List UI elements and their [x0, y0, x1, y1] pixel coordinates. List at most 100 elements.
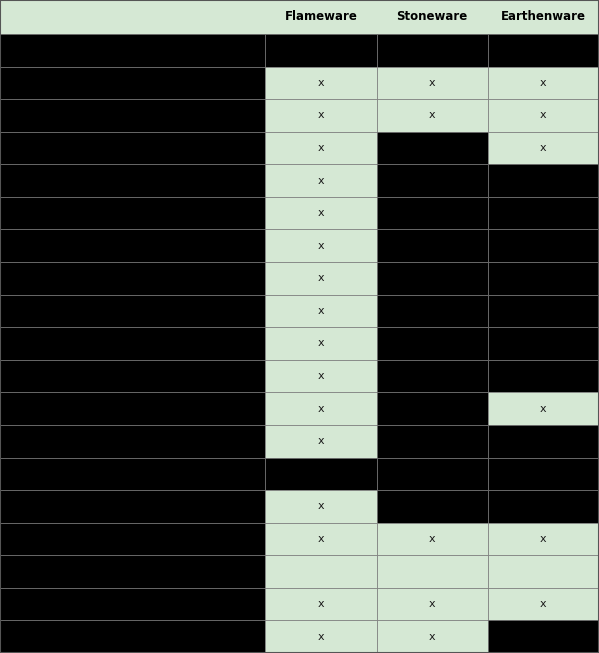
- Text: x: x: [317, 371, 324, 381]
- Bar: [377, 34, 488, 67]
- Bar: [488, 197, 599, 229]
- Text: x: x: [540, 110, 547, 120]
- Bar: [488, 392, 599, 425]
- Text: x: x: [540, 78, 547, 88]
- Bar: [265, 262, 377, 295]
- Bar: [0, 67, 265, 99]
- Bar: [377, 327, 488, 360]
- Bar: [377, 262, 488, 295]
- Text: x: x: [317, 306, 324, 316]
- Bar: [265, 327, 377, 360]
- Bar: [265, 458, 377, 490]
- Bar: [0, 99, 265, 132]
- Bar: [0, 262, 265, 295]
- Bar: [377, 392, 488, 425]
- Text: x: x: [317, 78, 324, 88]
- Bar: [0, 165, 265, 197]
- Text: x: x: [317, 534, 324, 544]
- Bar: [0, 620, 265, 653]
- Bar: [0, 360, 265, 392]
- Bar: [488, 620, 599, 653]
- Bar: [265, 588, 377, 620]
- Text: x: x: [429, 78, 435, 88]
- Bar: [265, 392, 377, 425]
- Text: x: x: [317, 208, 324, 218]
- Text: x: x: [317, 274, 324, 283]
- Bar: [377, 99, 488, 132]
- Bar: [488, 229, 599, 262]
- Bar: [488, 458, 599, 490]
- Bar: [265, 165, 377, 197]
- Bar: [0, 588, 265, 620]
- Bar: [377, 425, 488, 458]
- Bar: [0, 229, 265, 262]
- Text: x: x: [540, 534, 547, 544]
- Bar: [377, 490, 488, 522]
- Bar: [265, 295, 377, 327]
- Text: x: x: [540, 143, 547, 153]
- Bar: [0, 555, 265, 588]
- Bar: [265, 229, 377, 262]
- Bar: [265, 555, 377, 588]
- Text: x: x: [317, 404, 324, 413]
- Bar: [265, 132, 377, 165]
- Bar: [0, 425, 265, 458]
- Bar: [377, 197, 488, 229]
- Bar: [377, 165, 488, 197]
- Bar: [488, 67, 599, 99]
- Text: x: x: [317, 110, 324, 120]
- Text: Earthenware: Earthenware: [501, 10, 586, 24]
- Bar: [488, 360, 599, 392]
- Bar: [488, 490, 599, 522]
- Bar: [377, 132, 488, 165]
- Bar: [488, 99, 599, 132]
- Bar: [0, 295, 265, 327]
- Bar: [377, 588, 488, 620]
- Bar: [265, 197, 377, 229]
- Text: x: x: [317, 241, 324, 251]
- Bar: [488, 522, 599, 555]
- Bar: [377, 620, 488, 653]
- Bar: [0, 132, 265, 165]
- Bar: [488, 132, 599, 165]
- Bar: [265, 34, 377, 67]
- Bar: [265, 522, 377, 555]
- Bar: [488, 34, 599, 67]
- Bar: [377, 229, 488, 262]
- Bar: [377, 458, 488, 490]
- Text: x: x: [429, 599, 435, 609]
- Bar: [265, 425, 377, 458]
- Bar: [377, 360, 488, 392]
- Bar: [488, 327, 599, 360]
- Bar: [0, 327, 265, 360]
- Text: x: x: [317, 502, 324, 511]
- Bar: [265, 360, 377, 392]
- Bar: [488, 555, 599, 588]
- Bar: [0, 197, 265, 229]
- Text: x: x: [317, 599, 324, 609]
- Bar: [265, 67, 377, 99]
- Bar: [265, 99, 377, 132]
- Bar: [0, 392, 265, 425]
- Text: x: x: [317, 631, 324, 642]
- Text: x: x: [317, 436, 324, 446]
- Bar: [488, 262, 599, 295]
- Bar: [0, 458, 265, 490]
- Bar: [0, 0, 599, 34]
- Bar: [0, 34, 265, 67]
- Bar: [488, 588, 599, 620]
- Bar: [265, 490, 377, 522]
- Text: x: x: [317, 338, 324, 349]
- Text: x: x: [429, 631, 435, 642]
- Bar: [0, 522, 265, 555]
- Text: Stoneware: Stoneware: [397, 10, 468, 24]
- Bar: [488, 295, 599, 327]
- Text: x: x: [540, 404, 547, 413]
- Bar: [488, 165, 599, 197]
- Bar: [377, 555, 488, 588]
- Text: x: x: [317, 143, 324, 153]
- Bar: [0, 490, 265, 522]
- Bar: [265, 620, 377, 653]
- Text: x: x: [429, 534, 435, 544]
- Text: Flameware: Flameware: [285, 10, 358, 24]
